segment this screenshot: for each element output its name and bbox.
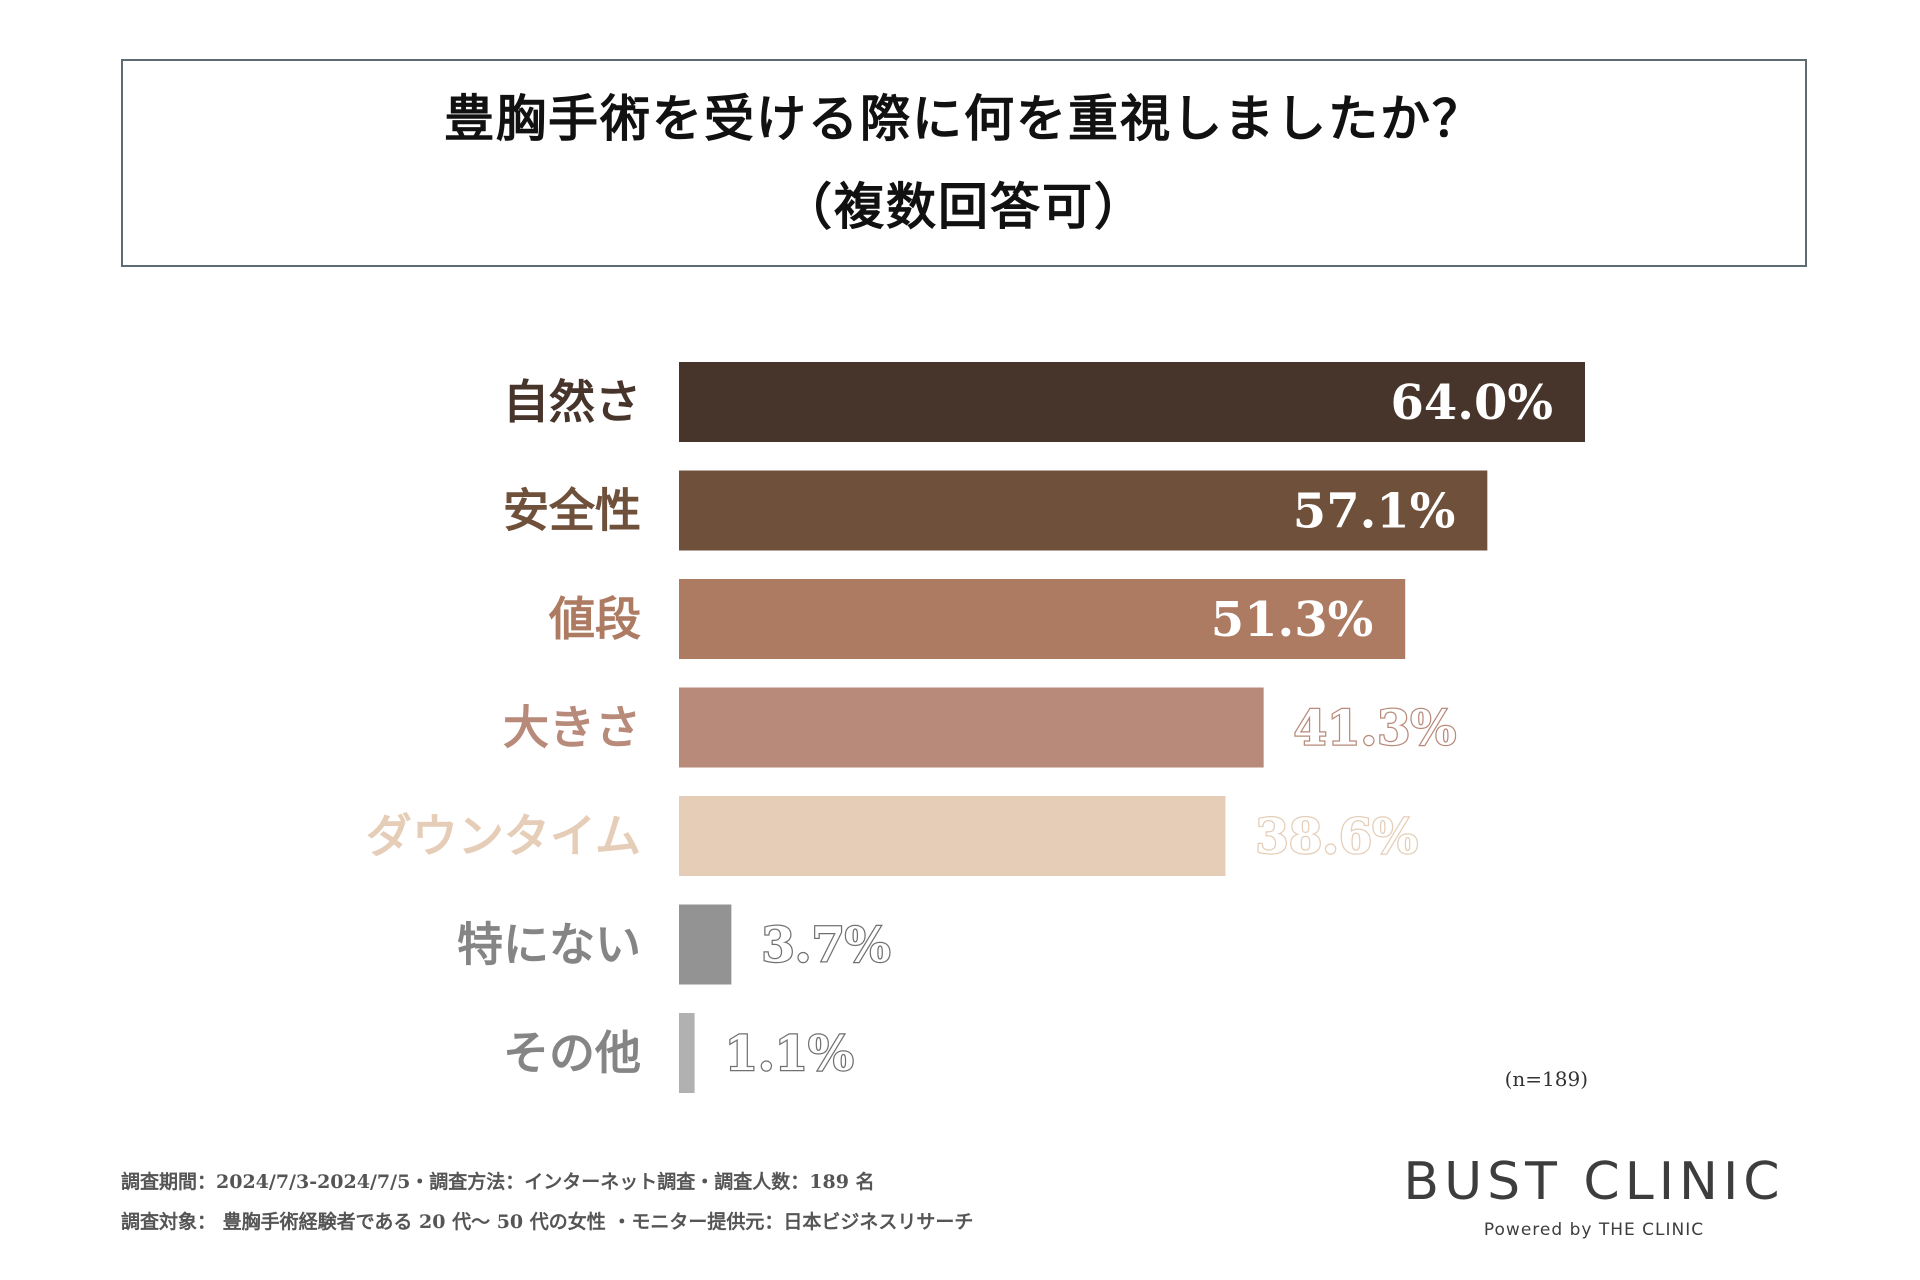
- bar: [679, 796, 1226, 876]
- data-label: 64.0%: [1390, 375, 1553, 431]
- data-label: 57.1%: [1293, 484, 1456, 540]
- bar: [679, 904, 732, 985]
- category-label: 特にない: [457, 918, 641, 972]
- chart-title: 豊胸手術を受ける際に何を重視しましたか？: [444, 89, 1484, 148]
- category-label: その他: [503, 1026, 641, 1080]
- data-label: 3.7%: [761, 918, 890, 974]
- data-label: 1.1%: [725, 1026, 854, 1082]
- chart-title-box: 豊胸手術を受ける際に何を重視しましたか？ （複数回答可）: [121, 59, 1807, 267]
- survey-target-line: 調査対象： 豊胸手術経験者である 20 代～ 50 代の女性 ・モニター提供元：…: [121, 1211, 974, 1233]
- bar: [679, 687, 1264, 768]
- chart-subtitle: （複数回答可）: [782, 177, 1146, 236]
- brand-name: BUST CLINIC: [1403, 1152, 1785, 1212]
- bar: [679, 579, 1406, 659]
- data-label: 41.3%: [1294, 701, 1457, 757]
- brand-logo: BUST CLINIC Powered by THE CLINIC: [1383, 1156, 1805, 1240]
- sample-size-note: (n=189): [1504, 1067, 1588, 1091]
- bar: [679, 362, 1585, 442]
- bar: [679, 470, 1488, 551]
- category-label: 自然さ: [503, 375, 641, 429]
- category-label: 安全性: [503, 484, 641, 538]
- survey-footer: 調査期間：2024/7/3-2024/7/5・調査方法：インターネット調査・調査…: [121, 1162, 973, 1242]
- survey-period-line: 調査期間：2024/7/3-2024/7/5・調査方法：インターネット調査・調査…: [121, 1171, 875, 1193]
- category-label: ダウンタイム: [366, 809, 641, 863]
- bar: [679, 1013, 695, 1093]
- brand-tagline: Powered by THE CLINIC: [1483, 1220, 1705, 1240]
- category-label: 大きさ: [503, 701, 641, 755]
- data-label: 51.3%: [1211, 592, 1374, 648]
- category-label: 値段: [548, 592, 641, 646]
- data-label: 38.6%: [1255, 809, 1418, 865]
